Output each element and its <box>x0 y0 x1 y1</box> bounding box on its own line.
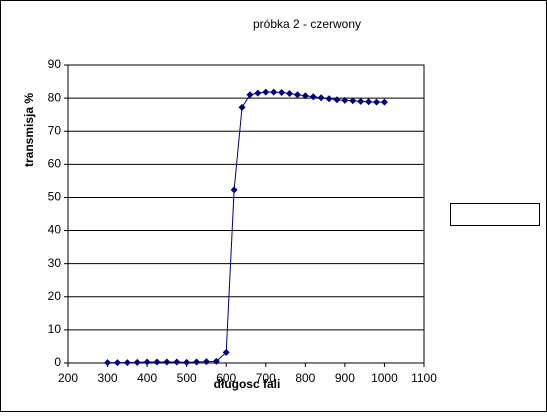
data-point <box>365 98 373 106</box>
data-point <box>183 358 191 366</box>
y-tick-label: 90 <box>48 57 62 71</box>
data-point <box>357 97 365 105</box>
y-tick-label: 10 <box>48 322 62 336</box>
x-axis-label: długosc fali <box>214 377 281 391</box>
legend-box <box>450 203 540 226</box>
x-tick-label: 700 <box>256 371 276 385</box>
chart-title: próbka 2 - czerwony <box>253 17 361 31</box>
y-tick-label: 70 <box>48 123 62 137</box>
data-point <box>222 348 230 356</box>
data-point <box>202 358 210 366</box>
data-point <box>341 96 349 104</box>
data-point <box>173 358 181 366</box>
x-tick-label: 200 <box>58 371 78 385</box>
data-point <box>163 358 171 366</box>
data-point <box>246 91 254 99</box>
data-point <box>325 95 333 103</box>
data-point <box>230 186 238 194</box>
x-tick-label: 400 <box>137 371 157 385</box>
x-tick-label: 600 <box>216 371 236 385</box>
y-tick-label: 40 <box>48 223 62 237</box>
x-tick-label: 500 <box>177 371 197 385</box>
data-point <box>349 97 357 105</box>
data-point <box>309 93 317 101</box>
data-point <box>286 89 294 97</box>
x-tick-label: 1100 <box>411 371 437 385</box>
y-tick-label: 0 <box>54 355 61 369</box>
data-point <box>380 98 388 106</box>
x-tick-label: 900 <box>335 371 355 385</box>
x-tick-label: 300 <box>98 371 118 385</box>
data-point <box>293 91 301 99</box>
data-point <box>301 92 309 100</box>
data-point <box>113 359 121 367</box>
data-point <box>317 94 325 102</box>
x-tick-label: 800 <box>295 371 315 385</box>
y-axis-label: transmisja % <box>22 93 36 167</box>
data-point <box>123 359 131 367</box>
y-tick-label: 60 <box>48 157 62 171</box>
data-point <box>143 358 151 366</box>
data-point <box>333 96 341 104</box>
data-point <box>270 88 278 96</box>
data-point <box>153 358 161 366</box>
data-point <box>133 358 141 366</box>
data-point <box>238 103 246 111</box>
plot-area <box>67 64 425 364</box>
data-point <box>193 358 201 366</box>
data-point <box>373 98 381 106</box>
y-tick-label: 30 <box>48 256 62 270</box>
y-tick-label: 80 <box>48 90 62 104</box>
y-tick-label: 50 <box>48 190 62 204</box>
data-point <box>278 88 286 96</box>
y-tick-label: 20 <box>48 289 62 303</box>
data-point <box>262 88 270 96</box>
data-point <box>212 357 220 365</box>
data-point <box>104 359 112 367</box>
data-point <box>254 89 262 97</box>
x-tick-label: 1000 <box>371 371 398 385</box>
